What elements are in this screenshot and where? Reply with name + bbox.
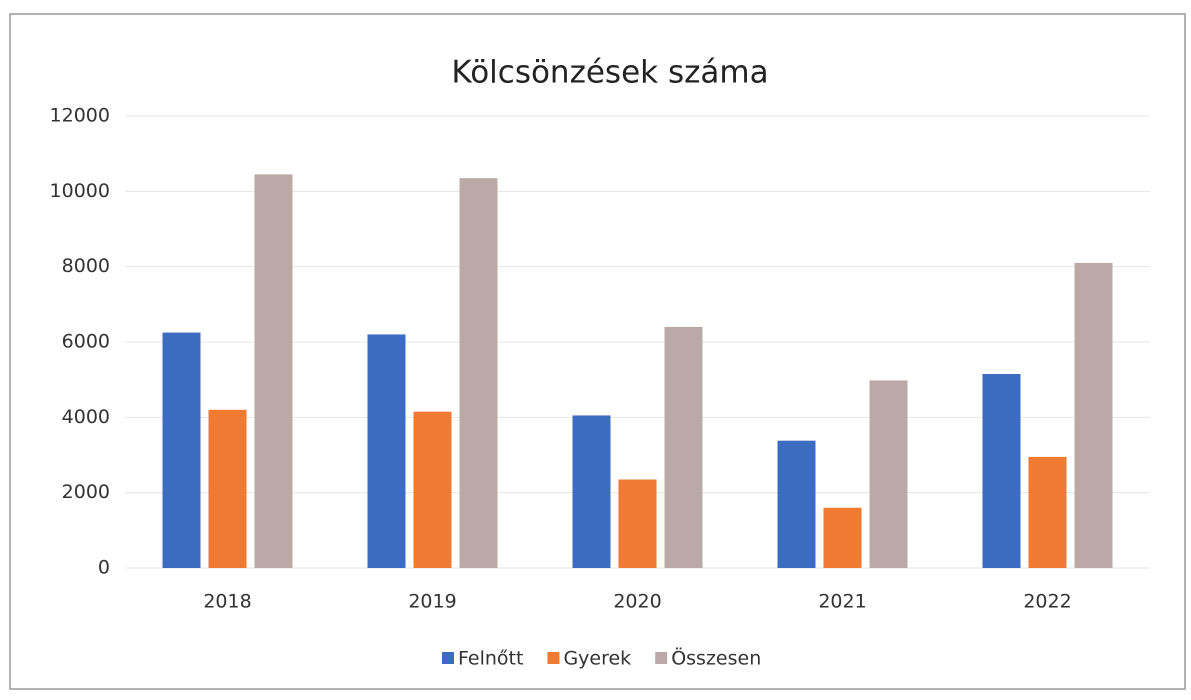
bar bbox=[1074, 262, 1113, 568]
bar bbox=[367, 334, 406, 568]
bar bbox=[1028, 456, 1067, 568]
y-tick-label: 0 bbox=[98, 557, 110, 579]
bar bbox=[777, 440, 816, 568]
y-tick-label: 6000 bbox=[62, 331, 110, 353]
x-tick-label: 2020 bbox=[613, 591, 661, 613]
legend-label: Felnőtt bbox=[458, 648, 523, 670]
y-tick-label: 8000 bbox=[62, 255, 110, 277]
x-tick-label: 2018 bbox=[203, 591, 251, 613]
y-tick-label: 12000 bbox=[50, 105, 110, 127]
x-tick-label: 2021 bbox=[818, 591, 866, 613]
bar bbox=[254, 174, 293, 568]
y-tick-label: 2000 bbox=[62, 481, 110, 503]
x-tick-label: 2022 bbox=[1023, 591, 1071, 613]
legend-swatch bbox=[547, 652, 560, 664]
bar bbox=[982, 374, 1021, 568]
legend-label: Gyerek bbox=[563, 648, 631, 670]
y-tick-label: 10000 bbox=[50, 180, 110, 202]
legend-swatch bbox=[655, 652, 668, 664]
bar bbox=[208, 409, 247, 568]
bar bbox=[459, 178, 498, 568]
y-tick-label: 4000 bbox=[62, 406, 110, 428]
bar bbox=[572, 415, 611, 568]
bar bbox=[869, 380, 908, 568]
chart-frame bbox=[9, 13, 1186, 690]
bar bbox=[162, 332, 201, 568]
chart-title: Kölcsönzések száma bbox=[451, 55, 768, 91]
legend-label: Összesen bbox=[671, 647, 761, 670]
bar bbox=[664, 326, 703, 568]
legend-swatch bbox=[442, 652, 454, 664]
bar bbox=[413, 411, 452, 568]
bar bbox=[823, 507, 862, 568]
bar bbox=[618, 479, 657, 568]
x-tick-label: 2019 bbox=[408, 591, 456, 613]
